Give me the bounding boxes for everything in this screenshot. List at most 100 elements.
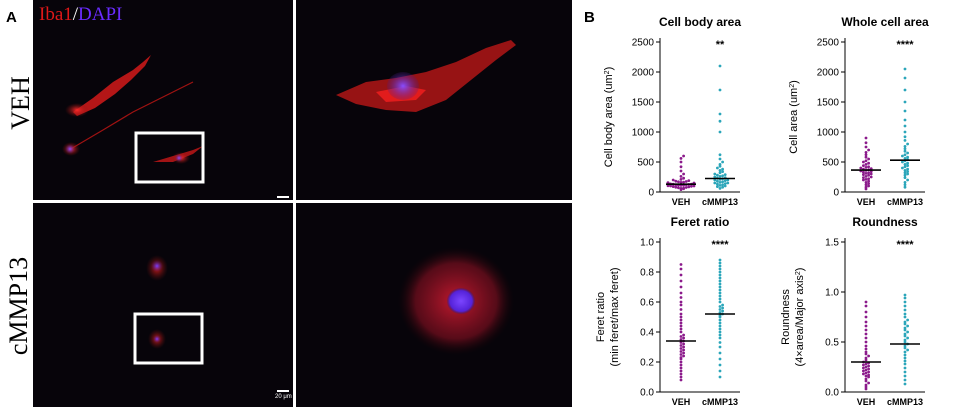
data-point bbox=[864, 350, 868, 354]
data-point bbox=[718, 130, 722, 134]
data-point bbox=[716, 185, 719, 189]
data-point bbox=[679, 360, 683, 364]
data-point bbox=[903, 366, 907, 370]
data-point bbox=[679, 160, 683, 164]
scale-bar-label: 20 μm bbox=[275, 394, 292, 400]
data-point bbox=[862, 173, 865, 177]
data-point bbox=[867, 157, 870, 161]
significance-label: **** bbox=[896, 39, 914, 51]
data-point bbox=[721, 183, 724, 187]
data-point bbox=[903, 176, 907, 180]
data-point bbox=[679, 291, 683, 295]
data-point bbox=[682, 348, 685, 352]
data-point bbox=[862, 366, 865, 370]
data-point bbox=[718, 184, 722, 187]
data-point bbox=[718, 341, 722, 344]
data-point bbox=[679, 308, 683, 311]
data-point bbox=[723, 179, 727, 183]
data-point bbox=[718, 336, 722, 340]
y-tick-label: 2000 bbox=[632, 68, 655, 79]
x-tick-label: cMMP13 bbox=[702, 397, 738, 407]
data-point bbox=[723, 184, 727, 188]
data-point bbox=[679, 366, 683, 370]
data-point bbox=[718, 288, 722, 292]
data-point bbox=[869, 172, 873, 176]
data-point bbox=[721, 170, 724, 174]
data-point bbox=[903, 169, 907, 172]
data-point bbox=[906, 178, 909, 182]
data-point bbox=[679, 363, 683, 367]
data-point bbox=[862, 176, 865, 180]
data-point bbox=[906, 167, 909, 171]
data-point bbox=[692, 184, 696, 188]
data-point bbox=[864, 153, 868, 157]
data-point bbox=[903, 322, 907, 326]
data-point bbox=[718, 181, 722, 184]
data-point bbox=[906, 161, 909, 165]
data-point bbox=[867, 177, 870, 181]
data-point bbox=[903, 130, 907, 134]
data-point bbox=[721, 160, 724, 164]
y-tick-label: 2000 bbox=[817, 68, 840, 79]
data-point bbox=[906, 155, 909, 159]
chart-title: Roundness bbox=[852, 215, 918, 229]
x-tick-label: cMMP13 bbox=[702, 197, 738, 207]
data-point bbox=[718, 305, 722, 308]
chart-cell-body-area: Cell body area 0 500 1000 1500 2000 2500 Cell b… bbox=[590, 10, 765, 215]
significance-label: **** bbox=[711, 239, 729, 251]
data-point bbox=[723, 173, 727, 177]
data-point bbox=[864, 315, 868, 319]
y-tick-label: 1500 bbox=[817, 98, 840, 109]
data-point bbox=[679, 303, 683, 307]
data-point bbox=[903, 157, 907, 160]
data-point bbox=[903, 171, 907, 175]
data-point bbox=[718, 351, 722, 355]
data-point bbox=[718, 282, 722, 286]
data-point bbox=[718, 357, 722, 361]
data-point bbox=[903, 344, 907, 348]
y-axis-label: Cell body area (um2) bbox=[603, 67, 615, 168]
data-point bbox=[723, 182, 727, 186]
data-point bbox=[679, 165, 683, 169]
data-point bbox=[718, 157, 722, 161]
row-label-veh: VEH bbox=[6, 76, 35, 130]
data-point bbox=[906, 318, 909, 322]
legend-sep: / bbox=[72, 4, 79, 25]
data-point bbox=[721, 180, 724, 184]
data-point bbox=[903, 67, 907, 71]
data-point bbox=[687, 185, 691, 189]
data-point bbox=[682, 186, 685, 190]
data-point bbox=[903, 109, 907, 113]
data-point bbox=[864, 387, 868, 391]
data-point bbox=[718, 369, 722, 373]
data-point bbox=[867, 375, 870, 379]
data-point bbox=[679, 372, 683, 376]
data-point bbox=[721, 185, 724, 189]
data-point bbox=[679, 263, 683, 266]
data-point bbox=[679, 350, 683, 353]
data-point bbox=[906, 164, 909, 168]
y-axis-label: Feret ratio bbox=[595, 292, 607, 342]
data-point bbox=[718, 169, 722, 172]
data-point bbox=[903, 315, 907, 319]
data-point bbox=[716, 182, 719, 186]
data-point bbox=[903, 378, 907, 382]
data-point bbox=[713, 172, 717, 176]
data-point bbox=[718, 375, 722, 379]
data-point bbox=[718, 88, 722, 92]
y-axis-label: Cell area (um2) bbox=[788, 80, 800, 154]
data-point bbox=[867, 184, 870, 188]
data-point bbox=[864, 374, 868, 378]
y-tick-label: 0.0 bbox=[825, 388, 839, 399]
data-point bbox=[684, 180, 688, 183]
data-point bbox=[864, 141, 868, 145]
data-point bbox=[679, 335, 683, 338]
y-tick-label: 0.0 bbox=[640, 388, 654, 399]
veh-zoom-image bbox=[336, 40, 516, 112]
data-point bbox=[867, 367, 870, 371]
x-tick-label: VEH bbox=[672, 397, 691, 407]
data-point bbox=[906, 336, 909, 340]
data-point bbox=[903, 328, 907, 332]
data-point bbox=[906, 348, 909, 352]
data-point bbox=[903, 118, 907, 122]
